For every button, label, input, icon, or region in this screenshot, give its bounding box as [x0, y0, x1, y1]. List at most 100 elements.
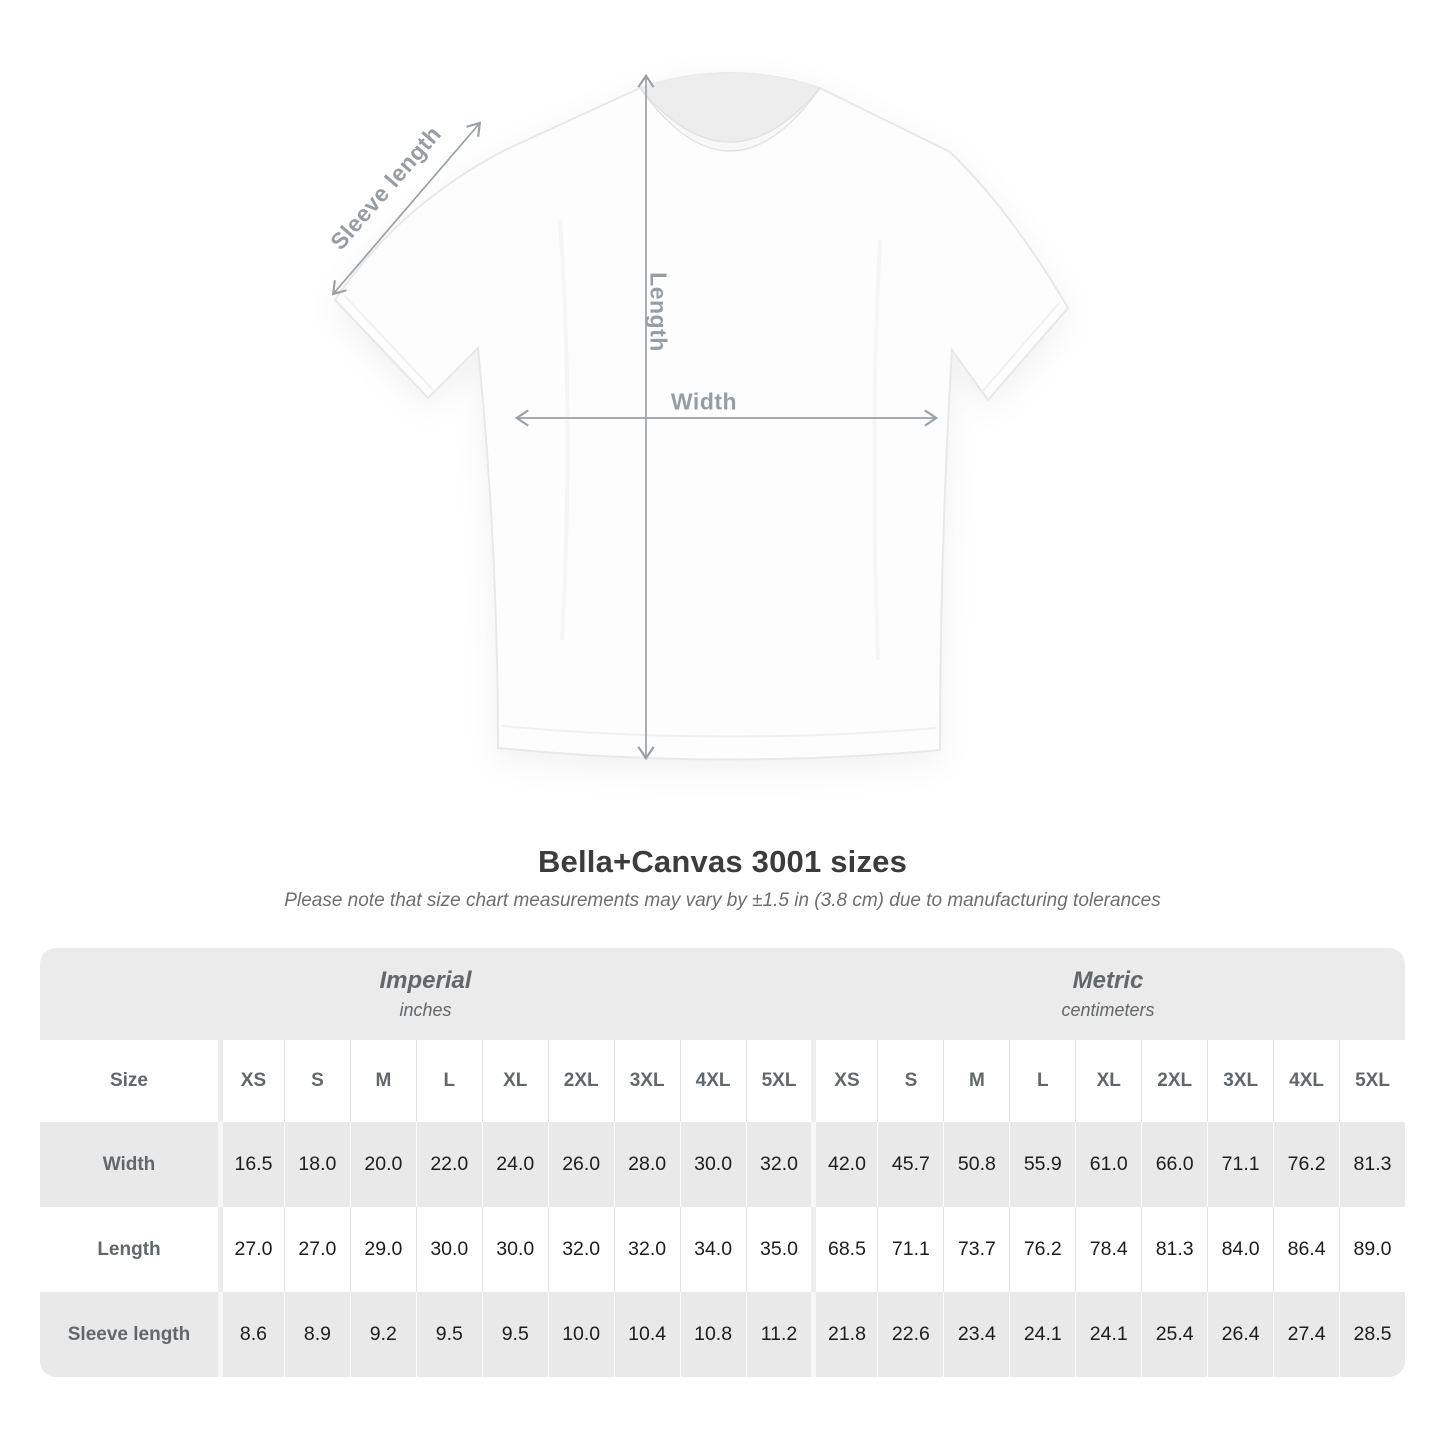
- value-cell: 76.2: [1009, 1207, 1075, 1292]
- crease-line: [872, 239, 882, 661]
- value-cell: 55.9: [1009, 1122, 1075, 1207]
- hem-seam: [501, 725, 937, 738]
- value-cell: 30.0: [679, 1122, 746, 1207]
- size-col-header: 4XL: [679, 1040, 746, 1122]
- value-cell: 27.0: [218, 1207, 284, 1292]
- value-cell: 18.0: [283, 1122, 350, 1207]
- value-cell: 23.4: [943, 1292, 1009, 1377]
- tshirt-measurement-diagram: Sleeve length Length Width: [325, 72, 1070, 761]
- value-cell: 68.5: [811, 1207, 877, 1292]
- value-cell: 24.0: [481, 1122, 548, 1207]
- width-label: Width: [670, 388, 738, 415]
- value-cell: 73.7: [943, 1207, 1009, 1292]
- left-cuff-seam: [342, 293, 434, 391]
- metric-label: Metric: [1072, 967, 1144, 994]
- size-col-header: XL: [481, 1040, 548, 1122]
- value-cell: 30.0: [415, 1207, 482, 1292]
- tolerance-note: Please note that size chart measurements…: [284, 890, 1161, 911]
- tshirt-image: [331, 72, 1070, 761]
- value-cell: 22.6: [877, 1292, 943, 1377]
- value-cell: 28.0: [613, 1122, 680, 1207]
- value-cell: 9.2: [349, 1292, 416, 1377]
- value-cell: 78.4: [1075, 1207, 1141, 1292]
- size-col-header: 5XL: [1339, 1040, 1405, 1122]
- value-cell: 28.5: [1339, 1292, 1405, 1377]
- value-cell: 10.8: [679, 1292, 746, 1377]
- measurement-arrows: [331, 73, 939, 761]
- value-cell: 9.5: [415, 1292, 482, 1377]
- value-cell: 27.4: [1273, 1292, 1339, 1377]
- metric-unit: centimeters: [1061, 1000, 1155, 1020]
- size-table: Imperial inches Metric centimeters Size …: [40, 948, 1405, 1377]
- size-col-header: XL: [1075, 1040, 1141, 1122]
- metric-header: Metric centimeters: [811, 948, 1405, 1040]
- value-cell: 84.0: [1207, 1207, 1273, 1292]
- value-cell: 71.1: [1207, 1122, 1273, 1207]
- size-col-header: 3XL: [1207, 1040, 1273, 1122]
- size-col-header: S: [283, 1040, 350, 1122]
- value-cell: 26.4: [1207, 1292, 1273, 1377]
- size-col-header: 5XL: [745, 1040, 812, 1122]
- value-cell: 20.0: [349, 1122, 416, 1207]
- value-cell: 66.0: [1141, 1122, 1207, 1207]
- value-cell: 81.3: [1339, 1122, 1405, 1207]
- value-cell: 25.4: [1141, 1292, 1207, 1377]
- value-cell: 9.5: [481, 1292, 548, 1377]
- table-body: Width 16.5 18.0 20.0 22.0 24.0 26.0 28.0 30.0 32.…: [40, 1122, 1405, 1377]
- measurement-row-label: Width: [102, 1153, 156, 1175]
- measurement-row-label: Length: [97, 1238, 161, 1260]
- size-col-header: 2XL: [547, 1040, 614, 1122]
- measurement-row-label: Sleeve length: [67, 1323, 191, 1345]
- page-title: Bella+Canvas 3001 sizes: [537, 844, 908, 879]
- value-cell: 32.0: [547, 1207, 614, 1292]
- sleeve-length-arrow: [331, 121, 482, 296]
- value-cell: 42.0: [811, 1122, 877, 1207]
- value-cell: 24.1: [1075, 1292, 1141, 1377]
- size-col-header: L: [1009, 1040, 1075, 1122]
- value-cell: 86.4: [1273, 1207, 1339, 1292]
- value-cell: 16.5: [218, 1122, 284, 1207]
- imperial-header: Imperial inches: [40, 948, 811, 1040]
- value-cell: 10.0: [547, 1292, 614, 1377]
- value-cell: 8.9: [283, 1292, 350, 1377]
- table-row: Width 16.5 18.0 20.0 22.0 24.0 26.0 28.0 30.0 32.…: [40, 1122, 1405, 1207]
- size-header-row: Size XS S M L XL 2XL 3XL 4XL 5XL XS S M L XL 2XL 3XL 4XL…: [40, 1040, 1405, 1122]
- value-cell: 10.4: [613, 1292, 680, 1377]
- value-cell: 24.1: [1009, 1292, 1075, 1377]
- tshirt-silhouette: [333, 72, 1070, 761]
- value-cell: 27.0: [283, 1207, 350, 1292]
- size-col-header: 2XL: [1141, 1040, 1207, 1122]
- unit-header-row: Imperial inches Metric centimeters: [40, 948, 1405, 1040]
- table-row: Sleeve length 8.6 8.9 9.2 9.5 9.5 10.0 10.4 10.8…: [40, 1292, 1405, 1377]
- value-cell: 89.0: [1339, 1207, 1405, 1292]
- value-cell: 22.0: [415, 1122, 482, 1207]
- value-cell: 35.0: [745, 1207, 812, 1292]
- length-label: Length: [645, 272, 672, 352]
- imperial-label: Imperial: [379, 967, 472, 994]
- value-cell: 34.0: [679, 1207, 746, 1292]
- value-cell: 26.0: [547, 1122, 614, 1207]
- neck-opening: [640, 73, 820, 142]
- collar-band: [639, 87, 821, 152]
- value-cell: 21.8: [811, 1292, 877, 1377]
- size-col-header: L: [415, 1040, 482, 1122]
- value-cell: 8.6: [218, 1292, 284, 1377]
- value-cell: 32.0: [745, 1122, 812, 1207]
- size-col-header: M: [349, 1040, 416, 1122]
- value-cell: 81.3: [1141, 1207, 1207, 1292]
- value-cell: 61.0: [1075, 1122, 1141, 1207]
- table-row: Length 27.0 27.0 29.0 30.0 30.0 32.0 32.0 34.0 35…: [40, 1207, 1405, 1292]
- size-col-header: XS: [218, 1040, 284, 1122]
- imperial-unit: inches: [399, 1000, 452, 1020]
- value-cell: 29.0: [349, 1207, 416, 1292]
- size-row-label: Size: [109, 1070, 149, 1091]
- size-col-header: 3XL: [613, 1040, 680, 1122]
- value-cell: 32.0: [613, 1207, 680, 1292]
- size-col-header: 4XL: [1273, 1040, 1339, 1122]
- size-col-header: S: [877, 1040, 943, 1122]
- size-col-header: M: [943, 1040, 1009, 1122]
- size-col-header: XS: [811, 1040, 877, 1122]
- value-cell: 76.2: [1273, 1122, 1339, 1207]
- value-cell: 71.1: [877, 1207, 943, 1292]
- value-cell: 50.8: [943, 1122, 1009, 1207]
